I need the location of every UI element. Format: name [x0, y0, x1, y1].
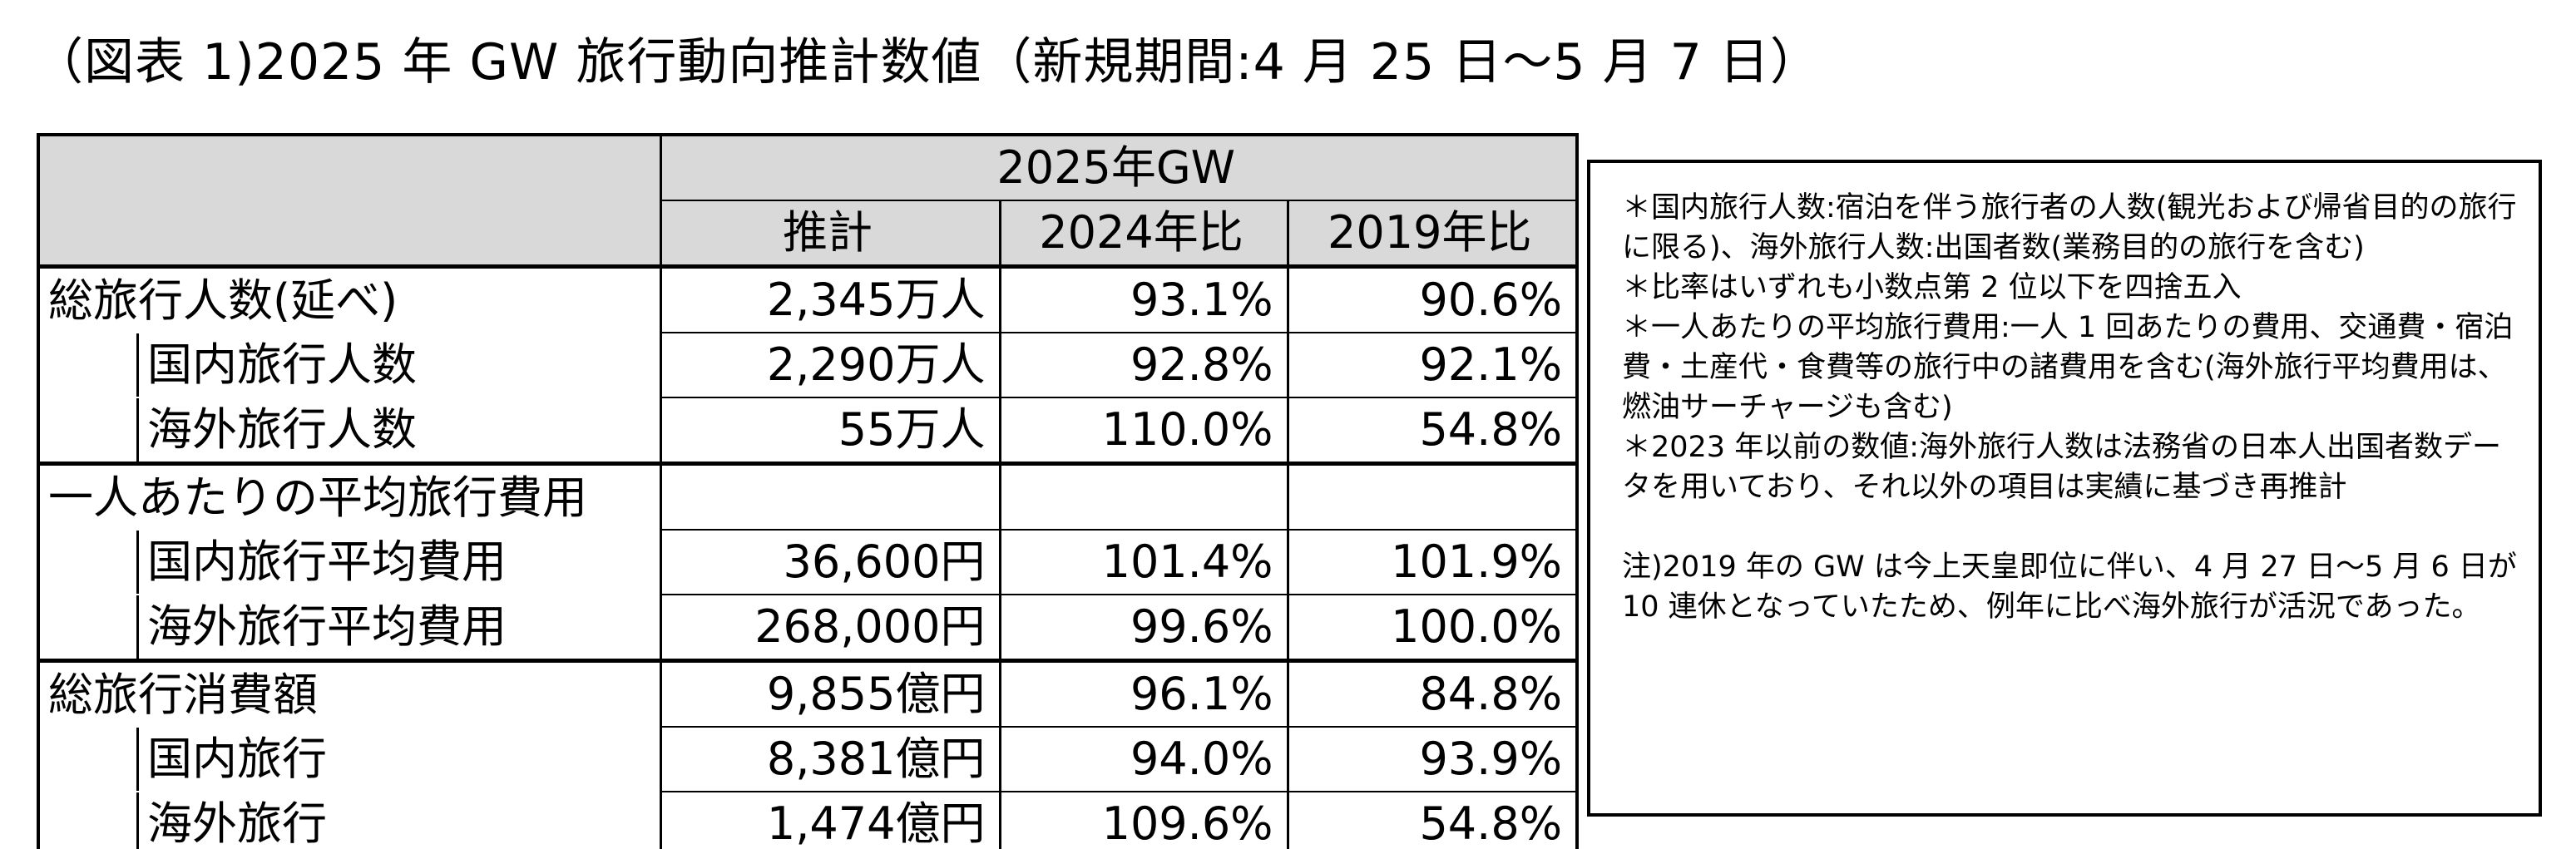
notes-spacer — [1622, 507, 2524, 547]
cell-estimate: 2,290万人 — [659, 332, 1001, 398]
cell-vs-2024: 94.0% — [998, 726, 1289, 792]
row-label-total-travelers: 総旅行人数(延べ) — [37, 264, 662, 333]
cell-vs-2024: 92.8% — [998, 332, 1289, 398]
travel-estimate-table: 2025年GW 推計 2024年比 2019年比 総旅行人数(延べ) 2,345… — [37, 133, 1579, 849]
note-rounding: ＊比率はいずれも小数点第 2 位以下を四捨五入 — [1622, 271, 2242, 304]
cell-vs-2024: 93.1% — [998, 264, 1289, 333]
cell-vs-2019: 84.8% — [1286, 659, 1579, 728]
note-2019-gw: 注)2019 年の GW は今上天皇即位に伴い、4 月 27 日～5 月 6 日… — [1622, 550, 2517, 624]
row-label-total-spending: 総旅行消費額 — [37, 659, 662, 727]
note-2023-data: ＊2023 年以前の数値:海外旅行人数は法務省の日本人出国者数データを用いており… — [1622, 431, 2501, 504]
table-row: 国内旅行人数 2,290万人 92.8% 92.1% — [37, 332, 1579, 398]
cell-vs-2019: 90.6% — [1286, 264, 1579, 333]
cell-vs-2024: 99.6% — [998, 594, 1289, 662]
header-vs-2024: 2024年比 — [998, 200, 1289, 268]
cell-estimate: 9,855億円 — [659, 659, 1001, 728]
cell-vs-2019: 100.0% — [1286, 594, 1579, 662]
row-label-domestic-travelers: 国内旅行人数 — [37, 333, 662, 397]
table-row: 海外旅行 1,474億円 109.6% 54.8% — [37, 791, 1579, 849]
cell-estimate: 1,474億円 — [659, 791, 1001, 849]
table-row: 一人あたりの平均旅行費用 — [37, 462, 1579, 531]
row-label-domestic-travel: 国内旅行 — [37, 727, 662, 792]
table-row: 総旅行消費額 9,855億円 96.1% 84.8% — [37, 659, 1579, 728]
note-avg-cost: ＊一人あたりの平均旅行費用:一人 1 回あたりの費用、交通費・宿泊費・土産代・食… — [1622, 311, 2514, 424]
table-row: 総旅行人数(延べ) 2,345万人 93.1% 90.6% — [37, 264, 1579, 333]
cell-estimate: 8,381億円 — [659, 726, 1001, 792]
cell-estimate — [659, 462, 1001, 531]
header-vs-2019: 2019年比 — [1286, 200, 1579, 268]
row-label-avg-cost-per-person: 一人あたりの平均旅行費用 — [37, 462, 662, 530]
cell-vs-2024: 101.4% — [998, 529, 1289, 595]
page-title: （図表 1)2025 年 GW 旅行動向推計数値（新規期間:4 月 25 日～5… — [33, 33, 1821, 91]
cell-estimate: 2,345万人 — [659, 264, 1001, 333]
header-estimate: 推計 — [659, 200, 1001, 268]
table-row: 国内旅行 8,381億円 94.0% 93.9% — [37, 726, 1579, 792]
notes-box: ＊国内旅行人数:宿泊を伴う旅行者の人数(観光および帰省目的の旅行に限る)、海外旅… — [1587, 160, 2542, 817]
cell-vs-2019: 93.9% — [1286, 726, 1579, 792]
cell-estimate: 55万人 — [659, 397, 1001, 465]
header-corner-cell-lower — [37, 200, 662, 268]
cell-estimate: 36,600円 — [659, 529, 1001, 595]
row-label-overseas-travel: 海外旅行 — [37, 792, 662, 849]
cell-vs-2024: 96.1% — [998, 659, 1289, 728]
header-corner-cell — [37, 133, 662, 200]
cell-vs-2019: 101.9% — [1286, 529, 1579, 595]
cell-vs-2024: 109.6% — [998, 791, 1289, 849]
cell-vs-2019: 92.1% — [1286, 332, 1579, 398]
cell-vs-2024: 110.0% — [998, 397, 1289, 465]
note-definitions: ＊国内旅行人数:宿泊を伴う旅行者の人数(観光および帰省目的の旅行に限る)、海外旅… — [1622, 191, 2517, 264]
row-label-domestic-avg-cost: 国内旅行平均費用 — [37, 530, 662, 595]
row-label-overseas-avg-cost: 海外旅行平均費用 — [37, 595, 662, 662]
cell-vs-2019: 54.8% — [1286, 397, 1579, 465]
cell-estimate: 268,000円 — [659, 594, 1001, 662]
row-label-overseas-travelers: 海外旅行人数 — [37, 397, 662, 465]
table-row: 海外旅行平均費用 268,000円 99.6% 100.0% — [37, 594, 1579, 662]
cell-vs-2019: 54.8% — [1286, 791, 1579, 849]
cell-vs-2019 — [1286, 462, 1579, 531]
header-group-2025gw: 2025年GW — [659, 133, 1579, 201]
table-row: 国内旅行平均費用 36,600円 101.4% 101.9% — [37, 529, 1579, 595]
cell-vs-2024 — [998, 462, 1289, 531]
table-row: 海外旅行人数 55万人 110.0% 54.8% — [37, 397, 1579, 465]
